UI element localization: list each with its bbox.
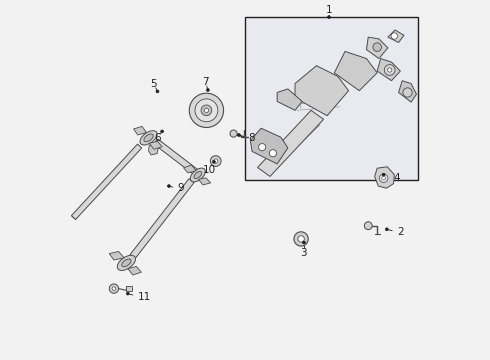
Polygon shape xyxy=(109,251,124,260)
Ellipse shape xyxy=(194,171,202,179)
Polygon shape xyxy=(375,167,394,188)
Polygon shape xyxy=(198,178,211,185)
Circle shape xyxy=(213,160,215,163)
Circle shape xyxy=(189,93,223,127)
Polygon shape xyxy=(250,128,288,164)
Text: 3: 3 xyxy=(301,248,307,258)
Text: 5: 5 xyxy=(150,78,157,89)
Circle shape xyxy=(204,108,209,112)
Circle shape xyxy=(214,159,218,163)
Circle shape xyxy=(230,130,237,137)
Circle shape xyxy=(238,134,241,136)
Polygon shape xyxy=(295,66,348,116)
Circle shape xyxy=(168,185,171,188)
Bar xyxy=(245,18,418,180)
Circle shape xyxy=(388,68,392,72)
Text: 10: 10 xyxy=(203,165,216,175)
Polygon shape xyxy=(130,179,194,259)
Circle shape xyxy=(364,222,372,230)
Circle shape xyxy=(210,156,221,166)
Circle shape xyxy=(156,90,159,93)
Polygon shape xyxy=(377,59,400,81)
Circle shape xyxy=(382,176,386,180)
Circle shape xyxy=(391,33,397,39)
Polygon shape xyxy=(128,266,142,275)
Circle shape xyxy=(259,144,266,151)
Circle shape xyxy=(298,236,304,242)
Ellipse shape xyxy=(144,134,153,142)
Circle shape xyxy=(379,174,388,183)
Text: 11: 11 xyxy=(138,292,151,302)
Circle shape xyxy=(195,99,218,122)
Polygon shape xyxy=(148,144,158,155)
Polygon shape xyxy=(154,139,199,175)
Circle shape xyxy=(386,228,388,231)
Ellipse shape xyxy=(122,259,131,267)
Circle shape xyxy=(382,173,385,176)
Circle shape xyxy=(302,241,305,244)
Polygon shape xyxy=(277,89,302,111)
Circle shape xyxy=(384,64,395,75)
Circle shape xyxy=(270,150,276,157)
Polygon shape xyxy=(149,141,162,149)
Circle shape xyxy=(373,43,381,51)
Polygon shape xyxy=(367,37,388,59)
Circle shape xyxy=(206,89,209,91)
Text: 2: 2 xyxy=(397,227,403,237)
Polygon shape xyxy=(258,111,323,176)
Circle shape xyxy=(403,88,412,97)
Polygon shape xyxy=(184,165,196,173)
Ellipse shape xyxy=(190,168,205,182)
Bar xyxy=(126,287,132,291)
Ellipse shape xyxy=(117,255,136,270)
Text: 1: 1 xyxy=(326,5,332,15)
Polygon shape xyxy=(72,144,142,220)
Text: 4: 4 xyxy=(393,173,400,183)
Text: 7: 7 xyxy=(202,77,209,87)
Circle shape xyxy=(161,130,164,133)
Circle shape xyxy=(327,16,330,18)
Ellipse shape xyxy=(140,131,157,145)
Polygon shape xyxy=(134,126,147,135)
Circle shape xyxy=(109,284,119,293)
Polygon shape xyxy=(334,51,377,91)
Circle shape xyxy=(201,105,212,116)
Text: 8: 8 xyxy=(248,133,254,143)
Polygon shape xyxy=(388,30,404,42)
Text: 6: 6 xyxy=(154,133,161,143)
Circle shape xyxy=(294,232,308,246)
Circle shape xyxy=(112,287,116,291)
Circle shape xyxy=(126,292,129,295)
Text: 9: 9 xyxy=(177,183,184,193)
Polygon shape xyxy=(398,81,416,102)
